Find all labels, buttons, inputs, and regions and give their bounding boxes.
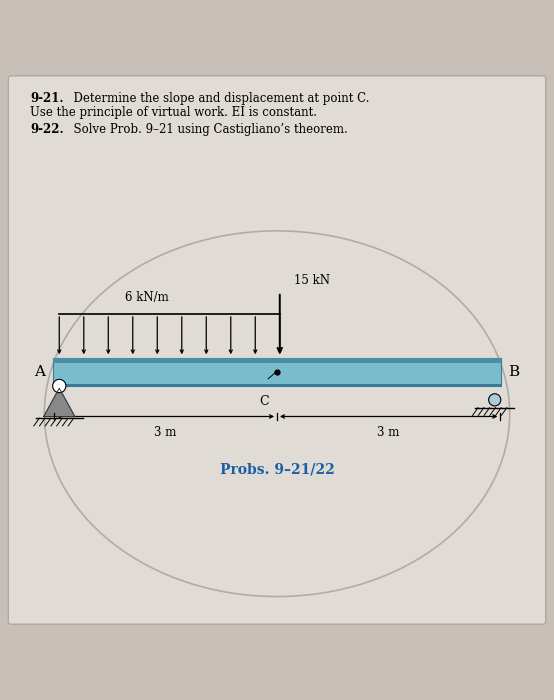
Text: 3 m: 3 m: [377, 426, 400, 440]
Text: 15 kN: 15 kN: [294, 274, 330, 288]
Ellipse shape: [44, 231, 510, 596]
Text: Determine the slope and displacement at point C.: Determine the slope and displacement at …: [66, 92, 370, 106]
Text: Solve Prob. 9–21 using Castigliano’s theorem.: Solve Prob. 9–21 using Castigliano’s the…: [66, 123, 348, 136]
Text: 9-22.: 9-22.: [30, 123, 64, 136]
Bar: [53, 384, 501, 386]
Text: Probs. 9–21/22: Probs. 9–21/22: [219, 462, 335, 476]
Polygon shape: [44, 389, 75, 416]
Text: 9-21.: 9-21.: [30, 92, 64, 106]
Text: 3 m: 3 m: [154, 426, 177, 440]
Text: A: A: [34, 365, 45, 379]
Text: C: C: [259, 395, 269, 408]
Text: Use the principle of virtual work. EI is constant.: Use the principle of virtual work. EI is…: [30, 106, 317, 119]
Circle shape: [53, 379, 66, 393]
Text: 6 kN/m: 6 kN/m: [126, 291, 169, 304]
Bar: [53, 358, 501, 386]
FancyBboxPatch shape: [8, 76, 546, 624]
Bar: [53, 358, 501, 363]
Circle shape: [489, 394, 501, 406]
Text: B: B: [509, 365, 520, 379]
